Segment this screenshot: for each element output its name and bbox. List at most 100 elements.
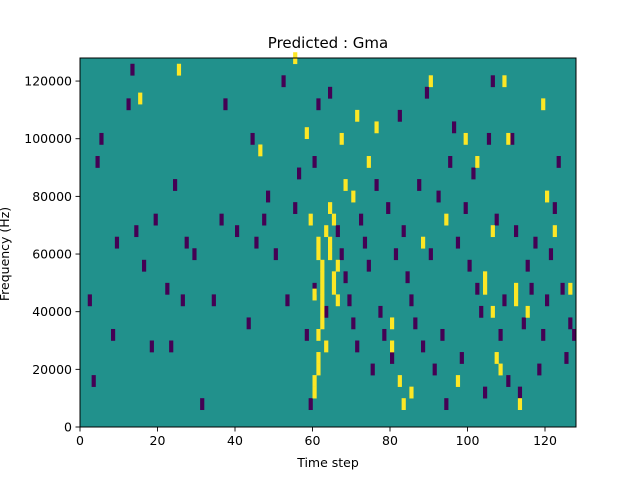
heatmap-cell-high <box>351 190 356 203</box>
heatmap-cell-low <box>211 294 216 307</box>
heatmap-cell-low <box>254 236 259 249</box>
heatmap-cell-low <box>514 225 519 238</box>
heatmap-cell-low <box>126 98 131 111</box>
heatmap-cell-high <box>343 179 348 191</box>
heatmap-cell-low <box>266 190 271 203</box>
heatmap-cell-low <box>351 317 356 330</box>
heatmap-cell-low <box>149 340 154 353</box>
heatmap-cell-high <box>517 398 523 411</box>
heatmap-cell-high <box>176 63 182 76</box>
heatmap-cell-high <box>514 294 519 307</box>
heatmap-cell-low <box>114 236 120 249</box>
heatmap-cell-low <box>409 294 414 307</box>
heatmap-cell-low <box>223 98 228 111</box>
heatmap-cell-high <box>320 317 325 330</box>
heatmap-cell-high <box>258 144 263 157</box>
heatmap-cell-high <box>335 294 340 307</box>
heatmap-cell-high <box>331 282 337 295</box>
heatmap-cell-low <box>343 271 348 284</box>
y-axis-label: Frequency (Hz) <box>0 207 12 301</box>
plot-area <box>79 52 577 428</box>
heatmap-cell-low <box>165 282 170 295</box>
heatmap-cell-low <box>285 294 290 307</box>
heatmap-cell-low <box>548 248 554 261</box>
heatmap-cell-low <box>525 259 530 272</box>
heatmap-cell-low <box>533 236 538 249</box>
heatmap-cell-high <box>494 352 499 364</box>
heatmap-cell-low <box>397 109 402 122</box>
x-axis: 0 20 40 60 80 100 120 <box>76 427 557 448</box>
x-tick-label: 0 <box>76 433 84 448</box>
heatmap-cell-low <box>169 340 174 353</box>
heatmap-cell-low <box>390 352 395 364</box>
heatmap-cell-low <box>142 259 147 272</box>
heatmap-cell-high <box>331 271 337 284</box>
heatmap-cell-low <box>463 202 468 214</box>
heatmap-cell-high <box>490 225 495 238</box>
y-tick-label: 20000 <box>32 362 72 377</box>
heatmap-cell-high <box>335 259 340 272</box>
heatmap-cell-high <box>339 132 344 145</box>
heatmap-cell-high <box>409 386 414 399</box>
heatmap-cell-low <box>180 294 185 307</box>
heatmap-cell-low <box>494 213 499 226</box>
heatmap-cell-high <box>320 271 325 284</box>
heatmap-cell-high <box>525 305 530 318</box>
heatmap-cell-low <box>506 375 511 387</box>
heatmap-cell-high <box>444 213 449 226</box>
x-tick-label: 60 <box>305 433 321 448</box>
heatmap-cell-low <box>324 305 329 318</box>
heatmap-cell-high <box>483 271 488 284</box>
heatmap-cell-high <box>328 202 333 214</box>
heatmap-cell-low <box>568 317 573 330</box>
heatmap-cell-high <box>320 305 325 318</box>
heatmap-cell-low <box>328 86 333 99</box>
heatmap-cell-low <box>362 236 368 249</box>
heatmap-cell-low <box>560 282 565 295</box>
heatmap-cell-high <box>320 294 325 307</box>
heatmap-cell-low <box>378 305 383 318</box>
y-axis: 0 20000 40000 60000 80000 100000 120000 <box>24 74 80 435</box>
heatmap-cell-low <box>510 132 515 145</box>
heatmap-cell-low <box>529 282 534 295</box>
heatmap-cell-high <box>455 375 461 387</box>
heatmap-cell-high <box>545 190 550 203</box>
heatmap-cell-low <box>273 248 278 261</box>
heatmap-cell-high <box>328 248 333 261</box>
heatmap-cell-low <box>428 248 433 261</box>
x-tick-label: 40 <box>227 433 243 448</box>
heatmap-cell-high <box>475 156 480 168</box>
heatmap-cell-low <box>374 179 379 191</box>
heatmap-cell-low <box>537 363 542 376</box>
heatmap-cell-high <box>502 75 507 88</box>
heatmap-cell-low <box>281 75 286 88</box>
y-tick-label: 40000 <box>32 304 72 319</box>
heatmap-cell-low <box>297 167 302 180</box>
heatmap-cell-high <box>541 98 546 111</box>
heatmap-cell-low <box>432 363 437 376</box>
heatmap-cell-low <box>153 213 158 226</box>
heatmap-cell-low <box>95 156 100 168</box>
x-tick-label: 100 <box>456 433 480 448</box>
heatmap-cell-low <box>556 156 561 168</box>
heatmap-cell-high <box>401 398 406 411</box>
heatmap-cell-high <box>552 225 557 238</box>
heatmap-cell-high <box>308 213 313 226</box>
heatmap-cell-low <box>483 386 488 399</box>
heatmap-cell-low <box>335 225 340 238</box>
heatmap-cell-low <box>111 328 116 341</box>
heatmap-cell-high <box>568 282 573 295</box>
heatmap-cells <box>87 52 577 411</box>
heatmap-cell-low <box>401 225 406 238</box>
heatmap-cell-high <box>304 127 309 140</box>
heatmap-cell-low <box>572 328 577 341</box>
x-axis-label: Time step <box>296 455 359 470</box>
y-tick-label: 60000 <box>32 247 72 262</box>
y-tick-label: 120000 <box>24 74 72 89</box>
heatmap-cell-high <box>374 121 379 134</box>
heatmap-cell-high <box>320 259 325 272</box>
heatmap-cell-high <box>506 132 511 145</box>
heatmap-cell-low <box>545 294 550 307</box>
heatmap-cell-low <box>293 202 298 214</box>
heatmap-cell-low <box>184 236 189 249</box>
